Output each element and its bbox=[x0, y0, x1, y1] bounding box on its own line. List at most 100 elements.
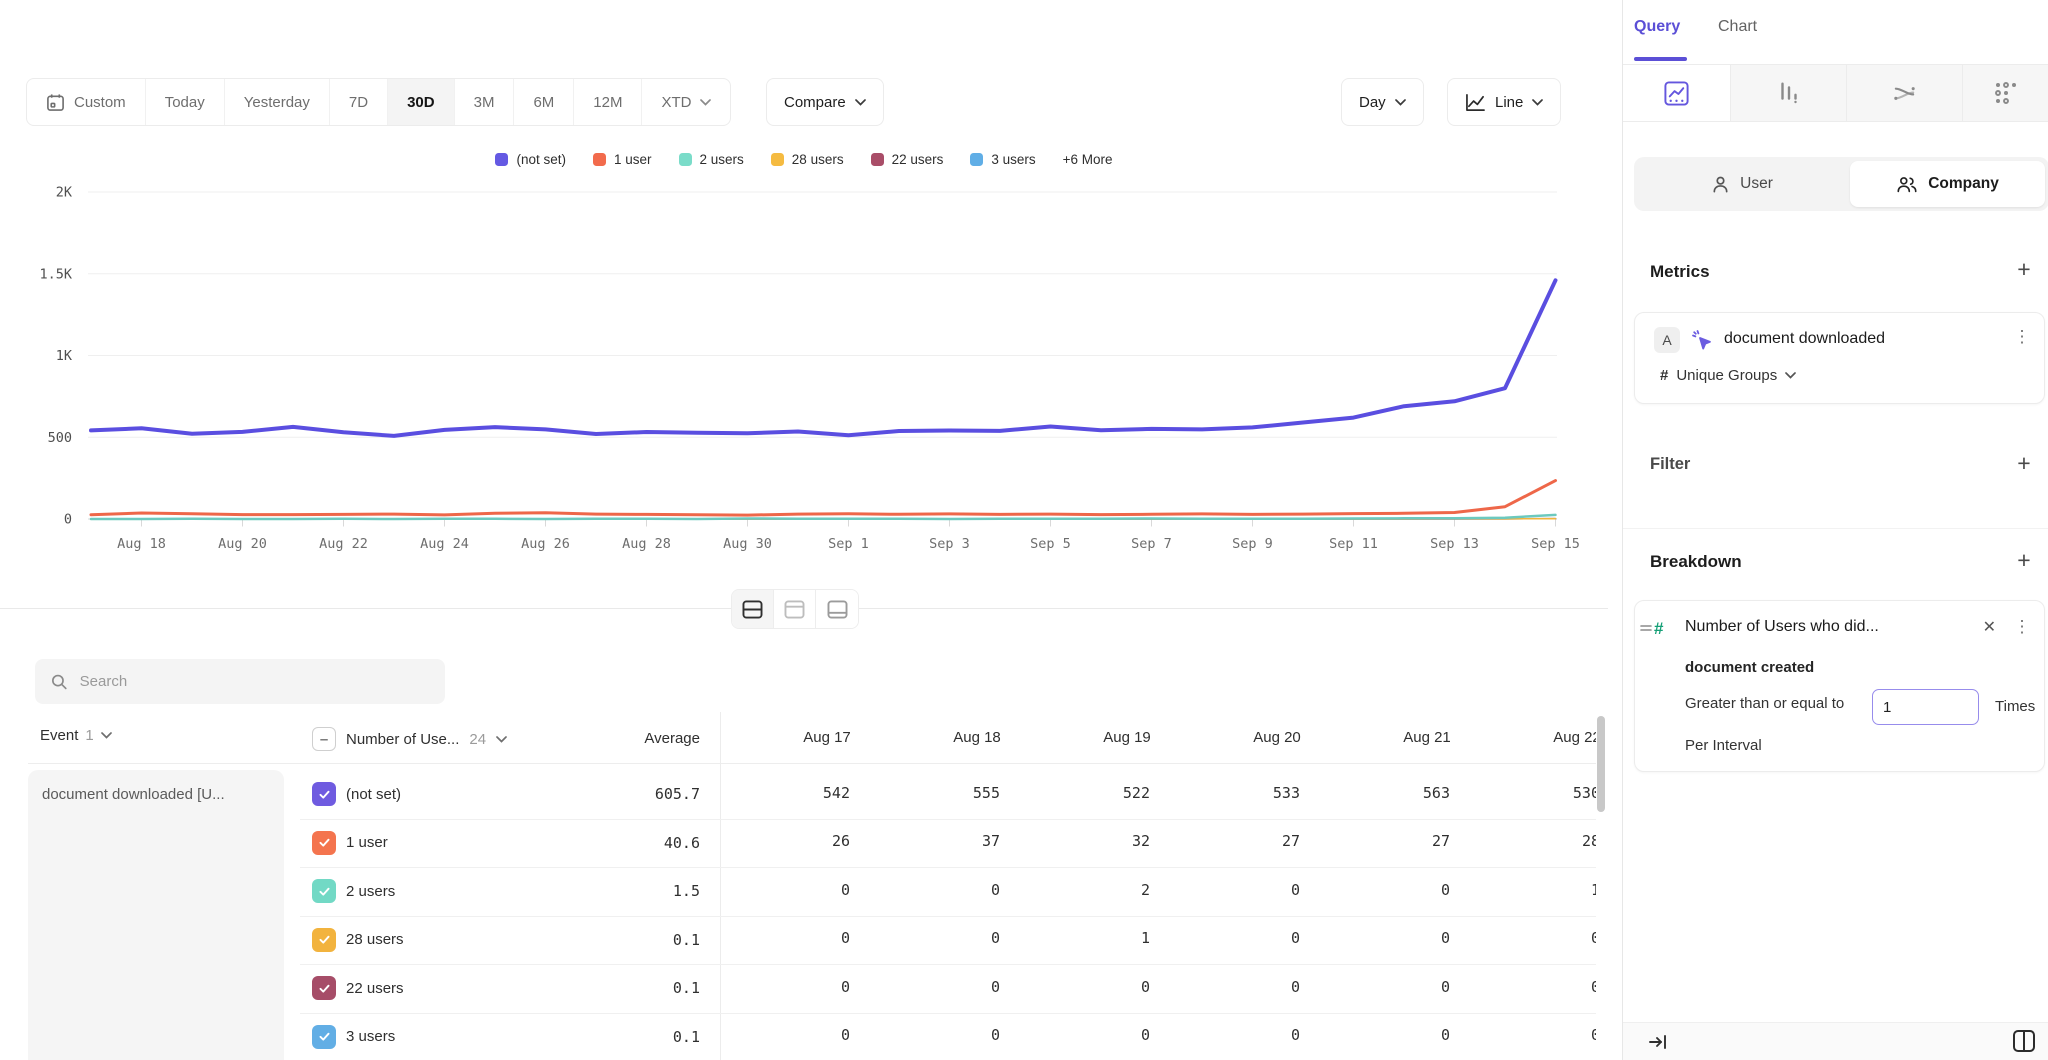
table-cell: 0 bbox=[1352, 978, 1450, 996]
table-row[interactable]: 1 user40.6 bbox=[300, 819, 700, 868]
table-cell: 1 bbox=[1502, 881, 1596, 899]
tab-query[interactable]: Query bbox=[1634, 18, 1680, 36]
scope-user-option[interactable]: User bbox=[1634, 157, 1850, 211]
collapse-panel-icon[interactable] bbox=[1647, 1031, 1669, 1053]
chevron-down-icon bbox=[1395, 99, 1406, 106]
legend-item[interactable]: (not set) bbox=[495, 152, 566, 167]
table-row[interactable]: 3 users0.1 bbox=[300, 1013, 700, 1060]
legend-item[interactable]: 22 users bbox=[871, 152, 944, 167]
legend-swatch bbox=[871, 153, 884, 166]
scope-company-option[interactable]: Company bbox=[1850, 161, 2045, 207]
line-chart[interactable]: 05001K1.5K2KAug 18Aug 20Aug 22Aug 24Aug … bbox=[0, 180, 1608, 560]
svg-text:Aug 26: Aug 26 bbox=[521, 536, 570, 552]
breakdown-card[interactable]: # Number of Users who did... ✕ ⋮ documen… bbox=[1634, 600, 2045, 772]
series-name: 28 users bbox=[346, 931, 404, 948]
legend-item[interactable]: 1 user bbox=[593, 152, 652, 167]
series-name: 1 user bbox=[346, 834, 388, 851]
table-vertical-scrollbar[interactable] bbox=[1597, 716, 1605, 812]
add-filter-button[interactable]: + bbox=[2012, 452, 2036, 475]
select-all-checkbox[interactable]: – bbox=[312, 727, 336, 751]
legend-label: (not set) bbox=[516, 152, 566, 167]
aggregation-dropdown[interactable]: # Unique Groups bbox=[1660, 367, 1796, 384]
breakdown-options-icon[interactable]: ⋮ bbox=[2012, 618, 2032, 636]
range-6m-button[interactable]: 6M bbox=[514, 79, 574, 125]
layout-columns-icon[interactable] bbox=[2011, 1028, 2037, 1054]
check-icon bbox=[317, 884, 332, 899]
legend-more[interactable]: +6 More bbox=[1063, 152, 1113, 167]
date-column-header: Aug 22 bbox=[1502, 729, 1596, 746]
range-today-button[interactable]: Today bbox=[146, 79, 225, 125]
metric-card[interactable]: A document downloaded ⋮ # Unique Groups bbox=[1634, 312, 2045, 404]
range-12m-button[interactable]: 12M bbox=[574, 79, 642, 125]
svg-text:Aug 24: Aug 24 bbox=[420, 536, 469, 552]
chart-type-more-button[interactable] bbox=[1963, 65, 2048, 121]
table-cell: 563 bbox=[1352, 784, 1450, 802]
query-panel: Query Chart User Company bbox=[1622, 0, 2048, 1060]
range-label: Custom bbox=[74, 94, 126, 111]
add-metric-button[interactable]: + bbox=[2012, 258, 2036, 281]
legend-item[interactable]: 3 users bbox=[970, 152, 1035, 167]
series-checkbox[interactable] bbox=[312, 976, 336, 1000]
table-cell: 27 bbox=[1202, 832, 1300, 850]
legend-item[interactable]: 2 users bbox=[679, 152, 744, 167]
table-row[interactable]: 22 users0.1 bbox=[300, 964, 700, 1013]
breakdown-condition-label[interactable]: Greater than or equal to bbox=[1685, 695, 1844, 712]
search-input[interactable] bbox=[80, 673, 429, 690]
add-breakdown-button[interactable]: + bbox=[2012, 549, 2036, 572]
table-cell: 533 bbox=[1202, 784, 1300, 802]
compare-button[interactable]: Compare bbox=[766, 78, 884, 126]
legend-item[interactable]: 28 users bbox=[771, 152, 844, 167]
line-chart-icon bbox=[1465, 93, 1486, 112]
legend-label: 28 users bbox=[792, 152, 844, 167]
range-7d-button[interactable]: 7D bbox=[330, 79, 388, 125]
table-cell: 32 bbox=[1052, 832, 1150, 850]
chevron-down-icon bbox=[700, 99, 711, 106]
chart-type-bar-button[interactable] bbox=[1731, 65, 1847, 121]
legend-swatch bbox=[495, 153, 508, 166]
breakdown-event[interactable]: document created bbox=[1685, 659, 1814, 676]
table-row[interactable]: (not set)605.7 bbox=[300, 770, 700, 819]
table-cell: 0 bbox=[1352, 929, 1450, 947]
chart-only-view-button[interactable] bbox=[774, 590, 816, 628]
table-cell: 0 bbox=[902, 1026, 1000, 1044]
range-3m-button[interactable]: 3M bbox=[455, 79, 515, 125]
table-cell: 0 bbox=[752, 978, 850, 996]
event-name[interactable]: document downloaded [U... bbox=[42, 786, 225, 803]
table-cell: 0 bbox=[1502, 978, 1596, 996]
scope-segmented-control: User Company bbox=[1634, 157, 2048, 211]
split-view-button[interactable] bbox=[732, 590, 774, 628]
series-checkbox[interactable] bbox=[312, 782, 336, 806]
series-checkbox[interactable] bbox=[312, 928, 336, 952]
breakdown-per-interval[interactable]: Per Interval bbox=[1685, 737, 1762, 754]
close-icon[interactable]: ✕ bbox=[1983, 617, 1996, 637]
breakdown-times-input[interactable] bbox=[1872, 689, 1979, 725]
analytics-app: Custom Today Yesterday 7D 30D 3M 6M 12M … bbox=[0, 0, 2048, 1060]
drag-handle-icon[interactable] bbox=[1640, 623, 1652, 635]
chart-type-line-button[interactable] bbox=[1623, 65, 1731, 121]
search-icon bbox=[51, 673, 68, 691]
legend-label: 22 users bbox=[892, 152, 944, 167]
metric-options-icon[interactable]: ⋮ bbox=[2012, 328, 2032, 346]
series-checkbox[interactable] bbox=[312, 1025, 336, 1049]
breakdown-name[interactable]: Number of Users who did... bbox=[1685, 618, 1879, 636]
interval-dropdown[interactable]: Day bbox=[1341, 78, 1424, 126]
event-column-header[interactable]: Event 1 bbox=[40, 727, 112, 744]
range-xtd-button[interactable]: XTD bbox=[642, 79, 730, 125]
table-cell: 530 bbox=[1502, 784, 1596, 802]
series-checkbox[interactable] bbox=[312, 831, 336, 855]
metric-name[interactable]: document downloaded bbox=[1724, 330, 1885, 348]
chart-type-flow-button[interactable] bbox=[1847, 65, 1963, 121]
range-custom-button[interactable]: Custom bbox=[27, 79, 146, 125]
series-checkbox[interactable] bbox=[312, 879, 336, 903]
range-30d-button[interactable]: 30D bbox=[388, 79, 455, 125]
chart-type-dropdown[interactable]: Line bbox=[1447, 78, 1561, 126]
range-yesterday-button[interactable]: Yesterday bbox=[225, 79, 330, 125]
svg-text:Sep 3: Sep 3 bbox=[929, 536, 970, 552]
table-row[interactable]: 28 users0.1 bbox=[300, 916, 700, 965]
table-row[interactable]: 2 users1.5 bbox=[300, 867, 700, 916]
table-cell: 0 bbox=[1502, 929, 1596, 947]
tab-chart[interactable]: Chart bbox=[1718, 18, 1757, 36]
user-icon bbox=[1711, 175, 1730, 194]
table-only-view-button[interactable] bbox=[816, 590, 858, 628]
series-column-header[interactable]: – Number of Use... 24 bbox=[312, 727, 507, 751]
